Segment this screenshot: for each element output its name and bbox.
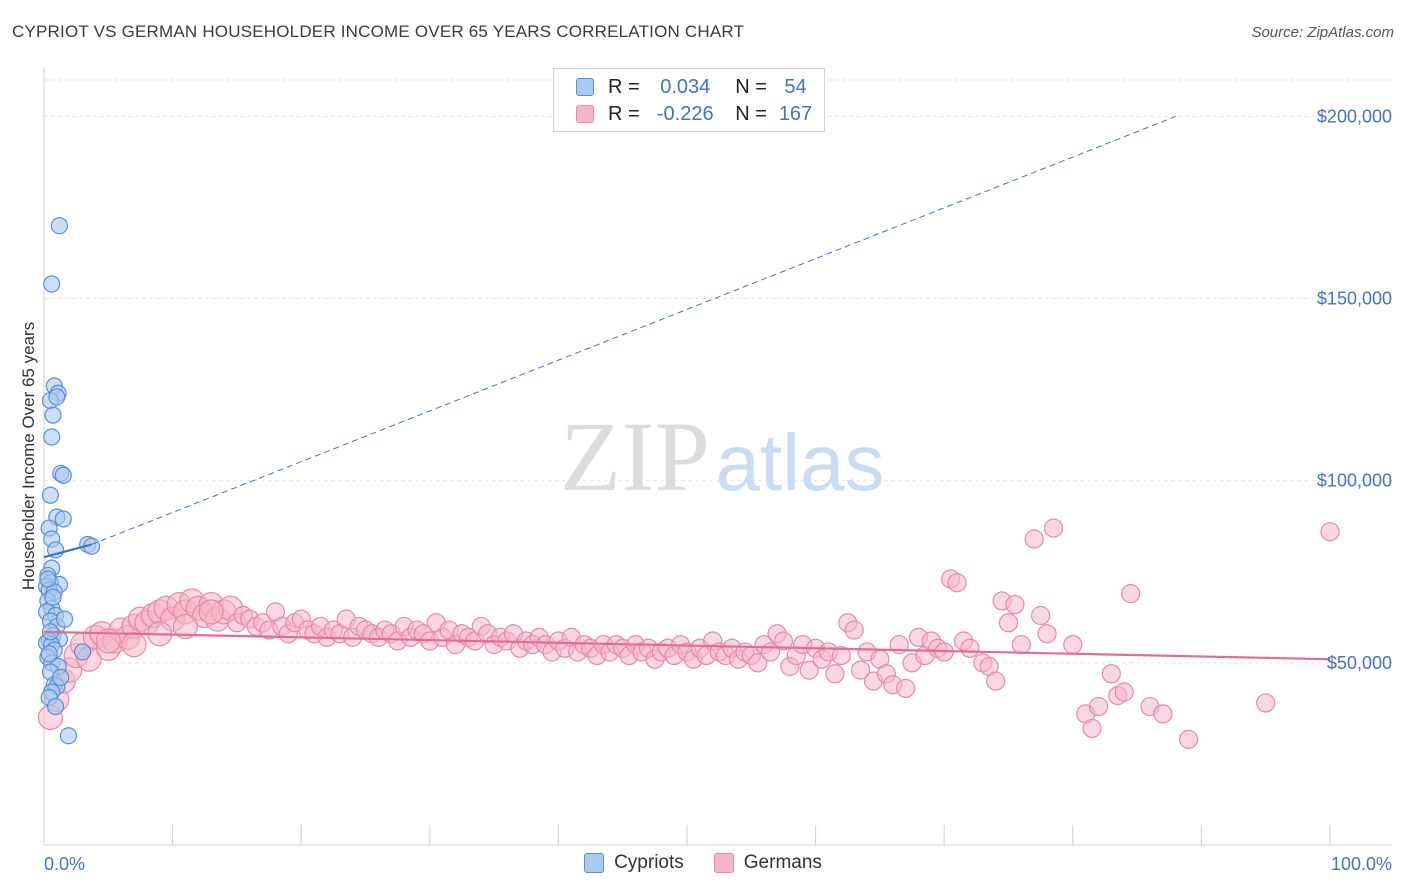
german-point (825, 664, 845, 684)
german-point (844, 620, 864, 640)
german-point (947, 573, 967, 593)
german-point (1005, 594, 1025, 615)
cypriots-legend-swatch (584, 853, 605, 873)
watermark-zip: ZIP (560, 401, 710, 512)
legend-n-label: N = (735, 102, 767, 125)
cypriot-point (59, 727, 78, 745)
chart-title: CYPRIOT VS GERMAN HOUSEHOLDER INCOME OVE… (12, 22, 745, 41)
y-tick-label: $200,000 (1317, 106, 1392, 126)
cypriot-point (48, 388, 66, 406)
x-tick-label: 0.0% (44, 854, 85, 874)
cypriots-points (37, 217, 101, 745)
trend-lines (43, 115, 1331, 661)
cypriot-point (39, 570, 57, 588)
y-tick-label: $50,000 (1327, 653, 1392, 673)
german-point (1011, 635, 1031, 655)
legend-label-cypriots: Cypriots (614, 852, 684, 873)
german-point (1037, 624, 1057, 644)
legend-label-germans: Germans (743, 852, 822, 873)
cypriot-point (54, 466, 72, 484)
legend-r-label: R = (608, 102, 640, 125)
cypriot-point (46, 697, 65, 716)
german-point (1121, 584, 1141, 604)
german-point (1153, 704, 1173, 724)
cypriot-point (44, 406, 62, 424)
german-point (998, 613, 1019, 633)
germans-trend-line (43, 630, 1331, 661)
y-tick-label: $100,000 (1317, 471, 1392, 491)
cypriot-point (41, 486, 60, 504)
legend-r-value: 0.034 (660, 75, 711, 98)
legend-n-value: 167 (778, 102, 813, 125)
cypriot-point (55, 610, 74, 628)
german-point (960, 638, 980, 658)
legend-r-label: R = (608, 75, 640, 98)
germans-swatch (576, 105, 594, 123)
germans-points (37, 518, 1340, 749)
cypriot-point (44, 588, 62, 606)
cypriot-point (54, 510, 72, 528)
german-point (1320, 522, 1340, 542)
german-point (1043, 518, 1064, 538)
german-point (773, 631, 794, 651)
cypriot-point (40, 645, 58, 663)
german-point (95, 628, 121, 654)
german-point (1101, 664, 1121, 684)
german-point (1088, 696, 1109, 717)
german-point (1024, 529, 1044, 549)
german-point (172, 613, 199, 640)
german-point (851, 660, 871, 680)
german-point (986, 671, 1006, 691)
grid-lines (44, 79, 1392, 664)
legend-row-germans: R = -0.226 N = 167 (576, 102, 819, 126)
legend-n-value: 54 (784, 75, 807, 98)
legend-r-value: -0.226 (656, 102, 714, 125)
source-label: Source: ZipAtlas.com (1251, 24, 1394, 41)
cypriot-point (43, 428, 61, 446)
german-point (896, 678, 916, 698)
german-point (121, 632, 147, 658)
german-point (1082, 718, 1102, 739)
stats-legend: R = 0.034 N = 54 R = -0.226 N = 167 (553, 68, 825, 132)
series-legend: Cypriots Germans (0, 852, 1406, 874)
axis-labels: $50,000 $100,000 $150,000 $200,000 0.0% 100.0… (19, 106, 1392, 874)
watermark-atlas: atlas (716, 418, 885, 507)
german-point (1178, 729, 1199, 749)
german-point (748, 653, 768, 673)
german-point (1031, 605, 1051, 626)
german-point (1063, 635, 1083, 655)
german-point (1256, 693, 1276, 713)
cypriot-point (43, 275, 61, 293)
y-axis-title: Householder Income Over 65 years (19, 322, 38, 590)
german-point (1114, 682, 1134, 702)
y-tick-label: $150,000 (1317, 289, 1392, 309)
cypriot-point (50, 217, 69, 235)
legend-n-label: N = (735, 75, 767, 98)
german-point (198, 599, 224, 625)
cypriot-point (73, 643, 92, 661)
legend-row-cypriots: R = 0.034 N = 54 (576, 75, 819, 99)
german-point (831, 645, 851, 666)
watermark: ZIP atlas (560, 401, 884, 512)
legend-item-cypriots: Cypriots (584, 852, 684, 874)
cypriots-trend-extension (91, 115, 1176, 545)
germans-legend-swatch (713, 853, 734, 873)
cypriot-point (52, 668, 70, 687)
x-tick-label: 100.0% (1331, 854, 1392, 874)
legend-item-germans: Germans (713, 852, 822, 874)
cypriots-trend-line (43, 543, 92, 559)
german-point (799, 660, 819, 680)
cypriots-swatch (576, 78, 594, 96)
